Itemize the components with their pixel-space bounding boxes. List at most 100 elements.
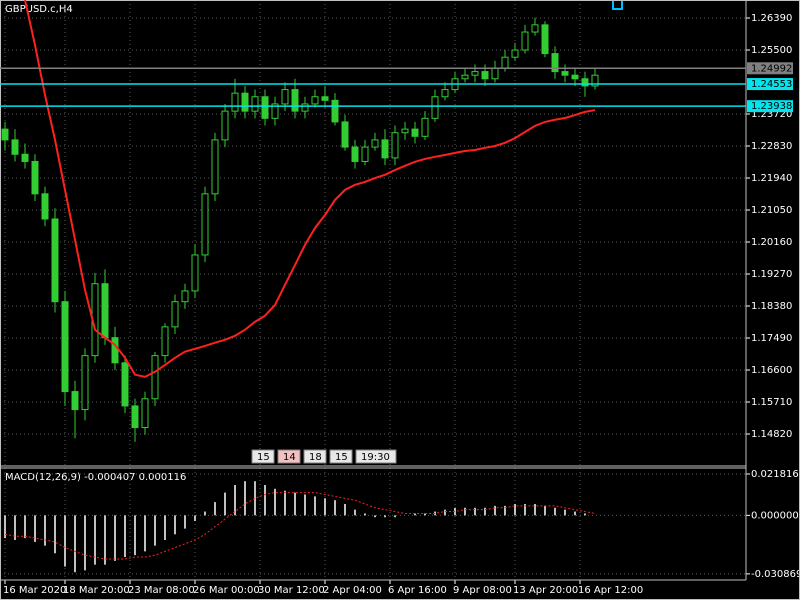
macd-signal — [4, 492, 596, 560]
candle-body — [211, 139, 219, 195]
time-marker-box — [251, 449, 275, 464]
time-marker-box — [303, 449, 327, 464]
y-tick-label: 1.21940 — [751, 173, 792, 184]
candle-body — [301, 103, 309, 112]
candle-body — [421, 117, 429, 137]
candle-body — [51, 218, 59, 303]
candle-body — [501, 56, 509, 69]
candle-body — [291, 89, 299, 112]
x-tick-label: 16 Apr 12:00 — [578, 585, 643, 596]
y-tick-label: 0.000000 — [751, 510, 799, 521]
x-tick-label: 26 Mar 00:00 — [193, 585, 260, 596]
candle-body — [221, 110, 229, 141]
candle-body — [81, 355, 89, 411]
candle-body — [161, 326, 169, 357]
y-tick-label: 1.26390 — [751, 13, 792, 24]
candle-body — [331, 99, 339, 123]
y-tick-label: 1.19270 — [751, 269, 792, 280]
marker-icon — [612, 0, 623, 10]
candle-body — [131, 405, 139, 429]
candle-body — [31, 160, 39, 195]
y-tick-label: 1.25500 — [751, 45, 792, 56]
y-tick-label: 1.23720 — [751, 109, 792, 120]
candle-body — [401, 128, 409, 134]
chart-title: GBPUSD.c,H4 — [5, 4, 73, 15]
x-tick-label: 16 Mar 2020 — [3, 585, 66, 596]
time-marker: 18 — [309, 452, 322, 463]
candle-body — [541, 24, 549, 55]
candle-body — [241, 92, 249, 112]
candle-body — [511, 49, 519, 58]
level-label-box — [747, 78, 793, 91]
candle-body — [571, 74, 579, 80]
candle-body — [581, 78, 589, 87]
candle-body — [341, 121, 349, 148]
time-marker: 15 — [335, 452, 348, 463]
candle-body — [461, 74, 469, 80]
candle-body — [21, 153, 29, 162]
candle-body — [491, 67, 499, 80]
x-tick-label: 9 Apr 08:00 — [453, 585, 512, 596]
candle-body — [111, 337, 119, 364]
candle-body — [181, 290, 189, 303]
candle-body — [191, 254, 199, 292]
y-tick-label: 1.18380 — [751, 301, 792, 312]
level-label-box — [747, 100, 793, 113]
x-tick-label: 23 Mar 08:00 — [128, 585, 195, 596]
candle-body — [151, 355, 159, 400]
candle-body — [271, 103, 279, 119]
candle-body — [381, 139, 389, 159]
candle-body — [441, 89, 449, 98]
candle-body — [281, 89, 289, 105]
candle-body — [561, 71, 569, 76]
y-tick-label: 1.22830 — [751, 141, 792, 152]
candle-body — [201, 193, 209, 256]
candle-body — [591, 74, 599, 87]
y-tick-label: 1.15710 — [751, 397, 792, 408]
macd-title: MACD(12,26,9) -0.000407 0.000116 — [5, 472, 186, 483]
candle-body — [351, 146, 359, 162]
time-marker: 15 — [257, 452, 270, 463]
y-tick-label: 1.20160 — [751, 237, 792, 248]
candle-body — [481, 71, 489, 80]
candle-body — [11, 139, 19, 155]
candle-body — [101, 283, 109, 339]
time-marker: 14 — [283, 452, 296, 463]
x-tick-label: 6 Apr 16:00 — [388, 585, 447, 596]
y-tick-label: 1.14820 — [751, 429, 792, 440]
y-tick-label: 1.16600 — [751, 365, 792, 376]
candle-body — [1, 128, 9, 141]
x-tick-label: 13 Apr 20:00 — [513, 585, 578, 596]
candle-body — [261, 96, 269, 119]
x-tick-label: 30 Mar 12:00 — [258, 585, 325, 596]
candle-body — [391, 132, 399, 159]
candle-body — [431, 96, 439, 119]
time-marker-box — [277, 449, 301, 464]
level-label: 1.24553 — [751, 79, 792, 90]
candle-body — [311, 96, 319, 105]
time-marker-box — [355, 449, 397, 464]
level-label: 1.23938 — [751, 101, 792, 112]
candle-body — [531, 24, 539, 33]
candle-body — [41, 193, 49, 220]
y-tick-label: 0.021816 — [751, 469, 799, 480]
level-label: 1.24992 — [751, 63, 792, 74]
candle-body — [411, 128, 419, 137]
y-tick-label: 1.17490 — [751, 333, 792, 344]
level-label-box — [747, 62, 793, 75]
time-marker-box — [329, 449, 353, 464]
y-tick-label: -0.030869 — [751, 569, 800, 580]
x-tick-label: 18 Mar 20:00 — [63, 585, 130, 596]
candle-body — [361, 146, 369, 162]
candle-body — [231, 92, 239, 112]
candle-body — [471, 71, 479, 76]
candle-body — [61, 301, 69, 393]
candle-body — [71, 391, 79, 411]
y-tick-label: 1.21050 — [751, 205, 792, 216]
x-tick-label: 2 Apr 04:00 — [323, 585, 382, 596]
candle-body — [141, 398, 149, 429]
candle-body — [521, 31, 529, 51]
